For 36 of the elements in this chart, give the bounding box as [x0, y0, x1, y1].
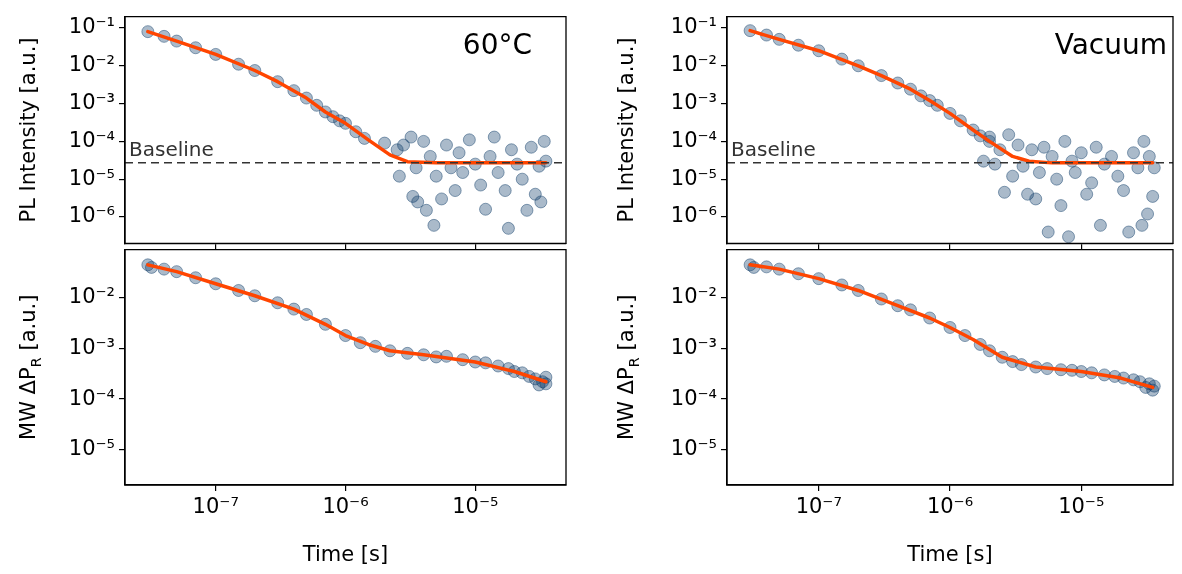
y-axis-title: PL Intensity [a.u.] — [614, 37, 639, 223]
y-tick-label: 10⁻⁵ — [670, 165, 717, 190]
y-tick-label: 10⁻² — [68, 284, 115, 309]
y-tick-label: 10⁻³ — [68, 90, 115, 115]
x-tick-label: 10⁻⁷ — [795, 494, 842, 519]
x-axis-title: Time [s] — [906, 542, 993, 567]
y-tick-label: 10⁻⁴ — [670, 385, 717, 410]
y-tick-label: 10⁻² — [670, 284, 717, 309]
y-tick-label: 10⁻³ — [68, 334, 115, 359]
x-tick-label: 10⁻⁵ — [1058, 494, 1105, 519]
x-tick-label: 10⁻⁶ — [926, 494, 974, 519]
y-tick-label: 10⁻⁴ — [670, 127, 717, 152]
y-tick-label: 10⁻⁶ — [68, 203, 115, 228]
annotation: Vacuum — [1054, 27, 1167, 61]
y-tick-label: 10⁻² — [68, 52, 115, 77]
y-tick-label: 10⁻⁵ — [68, 436, 115, 461]
ref-line-label: Baseline — [129, 137, 214, 162]
y-tick-label: 10⁻⁴ — [68, 127, 115, 152]
y-axis-title: MW ΔPR [a.u.] — [614, 294, 643, 440]
annotation: 60°C — [462, 27, 532, 61]
y-axis-title: MW ΔPR [a.u.] — [16, 294, 45, 440]
x-tick-label: 10⁻⁶ — [322, 494, 369, 519]
y-axis-title: PL Intensity [a.u.] — [16, 37, 41, 223]
y-tick-label: 10⁻¹ — [68, 14, 115, 39]
ref-line-label: Baseline — [731, 137, 816, 162]
y-tick-label: 10⁻³ — [670, 334, 717, 359]
x-axis-title: Time [s] — [301, 542, 389, 567]
y-tick-label: 10⁻⁶ — [670, 203, 717, 228]
y-tick-label: 10⁻⁵ — [68, 165, 115, 190]
y-tick-label: 10⁻² — [670, 52, 717, 77]
x-tick-label: 10⁻⁷ — [192, 494, 239, 519]
x-tick-label: 10⁻⁵ — [452, 494, 499, 519]
y-tick-label: 10⁻¹ — [670, 14, 717, 39]
y-tick-label: 10⁻⁴ — [68, 385, 115, 410]
y-tick-label: 10⁻⁵ — [670, 436, 717, 461]
y-tick-label: 10⁻³ — [670, 90, 717, 115]
